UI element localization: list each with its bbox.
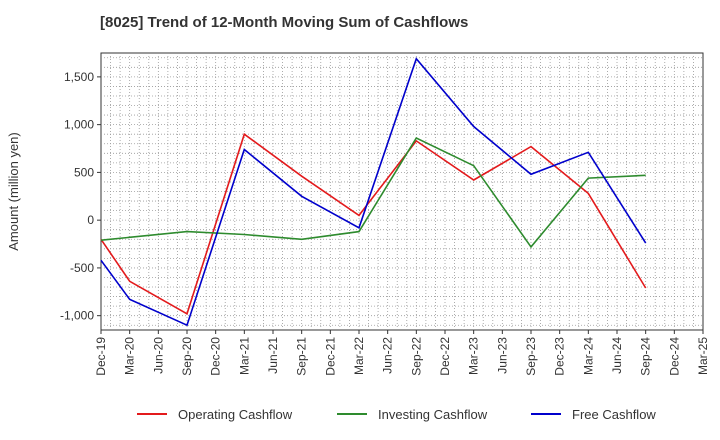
grid-lines: [101, 53, 703, 330]
legend: Operating Cashflow Investing Cashflow Free…: [137, 407, 656, 422]
x-tick-label: Mar-21: [237, 337, 251, 375]
legend-label: Free Cashflow: [572, 407, 656, 422]
y-tick-label: 1,500: [64, 70, 94, 84]
x-tick-label: Jun-24: [610, 337, 624, 374]
x-axis-ticks: Dec-19 Mar-20 Jun-20 Sep-20 Dec-20 Mar-21 Jun-…: [94, 330, 710, 376]
x-tick-label: Jun-22: [381, 337, 395, 374]
x-tick-label: Dec-22: [438, 337, 452, 376]
x-tick-label: Mar-23: [467, 337, 481, 375]
x-tick-label: Dec-20: [209, 337, 223, 376]
y-tick-label: -1,000: [60, 309, 94, 323]
x-tick-label: Dec-19: [94, 337, 108, 376]
y-axis-ticks: -1,000 -500 0 500 1,000 1,500: [60, 70, 101, 323]
x-tick-label: Mar-22: [352, 337, 366, 375]
x-tick-label: Jun-21: [266, 337, 280, 374]
x-tick-label: Sep-24: [639, 337, 653, 376]
x-tick-label: Jun-23: [495, 337, 509, 374]
x-tick-label: Sep-20: [180, 337, 194, 376]
x-tick-label: Jun-20: [151, 337, 165, 374]
series-line: [100, 57, 647, 327]
series-line: [100, 136, 646, 249]
legend-label: Investing Cashflow: [378, 407, 488, 422]
y-tick-label: 0: [87, 213, 94, 227]
x-tick-label: Dec-24: [667, 337, 681, 376]
x-tick-label: Mar-24: [581, 337, 595, 375]
x-tick-label: Dec-23: [553, 337, 567, 376]
y-tick-label: 500: [74, 165, 94, 179]
x-tick-label: Sep-21: [295, 337, 309, 376]
chart-title: [8025] Trend of 12-Month Moving Sum of C…: [100, 14, 469, 31]
y-tick-label: -500: [70, 261, 94, 275]
x-tick-label: Mar-25: [696, 337, 710, 375]
x-tick-label: Dec-21: [323, 337, 337, 376]
y-axis-label: Amount (million yen): [6, 132, 21, 251]
x-tick-label: Sep-23: [524, 337, 538, 376]
y-tick-label: 1,000: [64, 118, 94, 132]
series-line: [100, 132, 647, 315]
x-tick-label: Mar-20: [123, 337, 137, 375]
series-lines: [100, 57, 647, 327]
legend-label: Operating Cashflow: [178, 407, 293, 422]
x-tick-label: Sep-22: [409, 337, 423, 376]
